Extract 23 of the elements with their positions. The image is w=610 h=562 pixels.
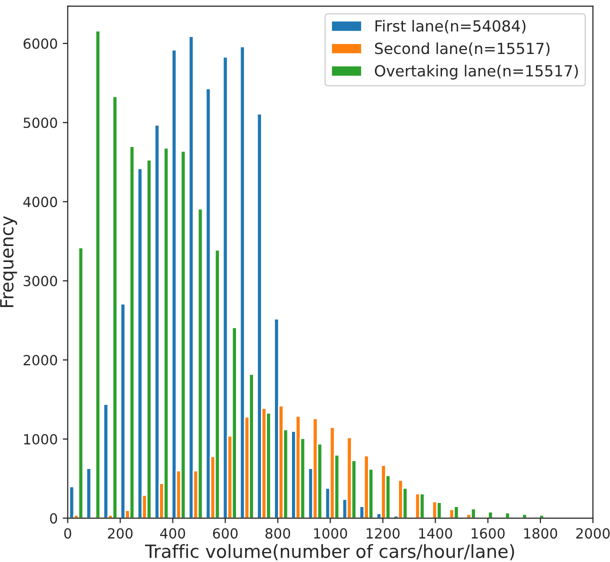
y-tick-label: 3000 bbox=[24, 276, 58, 286]
x-tick-label: 0 bbox=[64, 528, 72, 539]
y-tick-label: 2000 bbox=[24, 354, 58, 366]
x-tick-label: 1400 bbox=[419, 528, 452, 539]
x-tick-label: 800 bbox=[265, 528, 290, 539]
x-tick-label: 600 bbox=[212, 528, 238, 539]
x-tick-label: 400 bbox=[160, 528, 186, 539]
x-tick-label: 1800 bbox=[524, 528, 558, 539]
y-tick-label: 6000 bbox=[24, 38, 58, 49]
y-tick-label: 1000 bbox=[24, 434, 58, 445]
x-tick-label: 200 bbox=[108, 528, 133, 539]
y-tick-label: 4000 bbox=[23, 196, 58, 208]
x-tick-label: 1200 bbox=[366, 528, 400, 539]
y-axis-title: Frequency bbox=[0, 216, 18, 308]
x-tick-label: 2000 bbox=[576, 528, 610, 539]
legend-label: First lane(n=54084) bbox=[376, 20, 526, 34]
y-tick-label: 0 bbox=[50, 513, 58, 524]
x-tick-label: 1600 bbox=[472, 528, 505, 539]
legend-label: Second lane(n=15517) bbox=[375, 42, 550, 56]
x-tick-label: 1000 bbox=[314, 528, 348, 539]
y-tick-label: 5000 bbox=[24, 118, 58, 128]
legend-label: Overtaking lane(n=15517) bbox=[374, 64, 578, 80]
x-axis-title: Traffic volume(number of cars/hour/lane) bbox=[144, 544, 514, 560]
